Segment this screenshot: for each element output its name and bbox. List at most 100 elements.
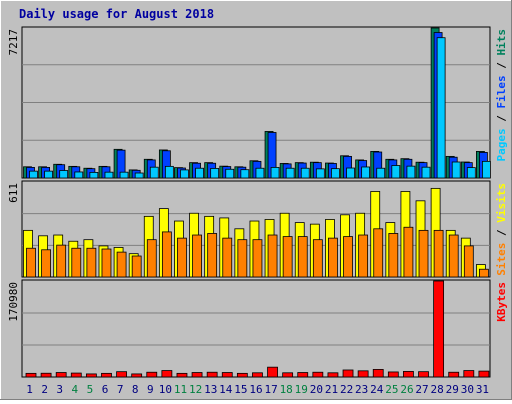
legend-files: Files bbox=[495, 75, 508, 108]
bar-pages bbox=[451, 161, 461, 179]
series-sites bbox=[26, 226, 489, 278]
series-legend: Pages / Files / Hits bbox=[495, 29, 508, 162]
panel-middle: 611 Sites / Visits bbox=[7, 180, 508, 278]
bar-pages bbox=[195, 167, 204, 179]
x-tick-label: 17 bbox=[264, 383, 277, 396]
bar-kbytes bbox=[297, 372, 309, 378]
bar-kbytes bbox=[161, 370, 173, 378]
bar-sites bbox=[448, 234, 459, 278]
y-max-label: 7217 bbox=[7, 29, 20, 56]
bar-pages bbox=[149, 166, 159, 179]
bar-pages bbox=[391, 165, 401, 179]
bar-kbytes bbox=[418, 371, 429, 378]
legend-hits: Hits bbox=[495, 29, 508, 56]
bar-pages bbox=[29, 170, 38, 179]
legend-separator: / bbox=[495, 223, 508, 243]
x-tick-label: 5 bbox=[87, 383, 94, 396]
bar-pages bbox=[134, 172, 144, 179]
x-tick-label: 4 bbox=[72, 383, 79, 396]
bar-kbytes bbox=[342, 369, 354, 378]
bar-kbytes bbox=[357, 370, 369, 378]
bar-pages bbox=[406, 165, 416, 179]
bar-pages bbox=[119, 171, 129, 179]
x-tick-label: 18 bbox=[280, 383, 293, 396]
bar-pages bbox=[255, 167, 265, 179]
bar-pages bbox=[315, 168, 325, 179]
bar-pages bbox=[270, 166, 280, 179]
bar-sites bbox=[116, 251, 127, 278]
bar-kbytes bbox=[116, 371, 127, 378]
bar-pages bbox=[210, 168, 220, 179]
bar-pages bbox=[240, 169, 250, 179]
bar-kbytes bbox=[40, 372, 52, 378]
legend-pages: Pages bbox=[495, 128, 508, 161]
bar-pages bbox=[421, 166, 431, 179]
chart-panels: 7217 Pages / Files / Hits 611 Sites / Visit… bbox=[7, 26, 508, 378]
x-tick-label: 25 bbox=[385, 383, 398, 396]
bar-kbytes bbox=[101, 372, 112, 378]
bar-sites bbox=[41, 249, 51, 278]
y-max-label: 170980 bbox=[7, 282, 20, 322]
x-tick-label: 24 bbox=[370, 383, 384, 396]
series-pages bbox=[29, 37, 491, 179]
bar-pages bbox=[346, 167, 355, 179]
bar-kbytes bbox=[403, 370, 414, 378]
bar-kbytes bbox=[55, 372, 67, 378]
legend-separator: / bbox=[495, 109, 508, 129]
legend-separator: / bbox=[495, 56, 508, 76]
bar-pages bbox=[164, 165, 174, 179]
plot-frame bbox=[21, 279, 491, 378]
bar-pages bbox=[361, 166, 371, 179]
series-legend: KBytes bbox=[495, 282, 508, 322]
x-tick-label: 8 bbox=[132, 383, 139, 396]
bar-sites bbox=[343, 236, 353, 278]
bar-sites bbox=[297, 236, 308, 278]
bar-sites bbox=[403, 226, 414, 278]
bar-kbytes bbox=[176, 372, 188, 378]
x-tick-label: 7 bbox=[117, 383, 124, 396]
bar-sites bbox=[86, 247, 97, 278]
bar-pages bbox=[104, 171, 114, 179]
bar-sites bbox=[131, 255, 142, 278]
bar-sites bbox=[192, 234, 202, 278]
bar-sites bbox=[358, 234, 369, 278]
bar-pages bbox=[285, 167, 295, 179]
x-tick-label: 16 bbox=[249, 383, 262, 396]
x-tick-label: 31 bbox=[476, 383, 489, 396]
bar-sites bbox=[71, 247, 82, 278]
bar-sites bbox=[463, 245, 474, 278]
series-kbytes bbox=[25, 280, 490, 378]
x-tick-label: 13 bbox=[204, 383, 217, 396]
x-axis: 1 2 3 4 5 6 7 8 9 10 11 12 13 14 15 16 17 18 19 20 21 22 23 24 2… bbox=[26, 383, 489, 396]
bar-pages bbox=[225, 168, 235, 179]
bar-kbytes bbox=[85, 373, 97, 378]
legend-visits: Visits bbox=[495, 183, 508, 223]
bar-sites bbox=[101, 248, 112, 278]
bar-sites bbox=[282, 236, 293, 278]
bar-sites bbox=[267, 234, 278, 278]
x-tick-label: 26 bbox=[400, 383, 413, 396]
bar-kbytes bbox=[221, 372, 233, 378]
panel-bottom: 170980 KBytes bbox=[7, 279, 508, 378]
bar-pages bbox=[44, 170, 53, 179]
bar-sites bbox=[26, 247, 36, 278]
bar-kbytes bbox=[25, 372, 37, 378]
bar-pages bbox=[180, 169, 189, 179]
bar-kbytes bbox=[236, 372, 248, 378]
bar-sites bbox=[328, 237, 338, 278]
x-tick-label: 3 bbox=[56, 383, 63, 396]
x-tick-label: 14 bbox=[219, 383, 233, 396]
bar-pages bbox=[89, 171, 99, 179]
x-tick-label: 30 bbox=[461, 383, 474, 396]
bar-sites bbox=[478, 268, 489, 278]
bar-kbytes bbox=[387, 371, 399, 378]
x-tick-label: 15 bbox=[234, 383, 247, 396]
bar-kbytes bbox=[131, 373, 143, 378]
bar-kbytes bbox=[372, 369, 384, 378]
bar-kbytes bbox=[267, 366, 278, 378]
bar-kbytes bbox=[448, 371, 460, 378]
x-tick-label: 20 bbox=[310, 383, 323, 396]
bar-kbytes bbox=[433, 280, 445, 378]
x-tick-label: 21 bbox=[325, 383, 338, 396]
